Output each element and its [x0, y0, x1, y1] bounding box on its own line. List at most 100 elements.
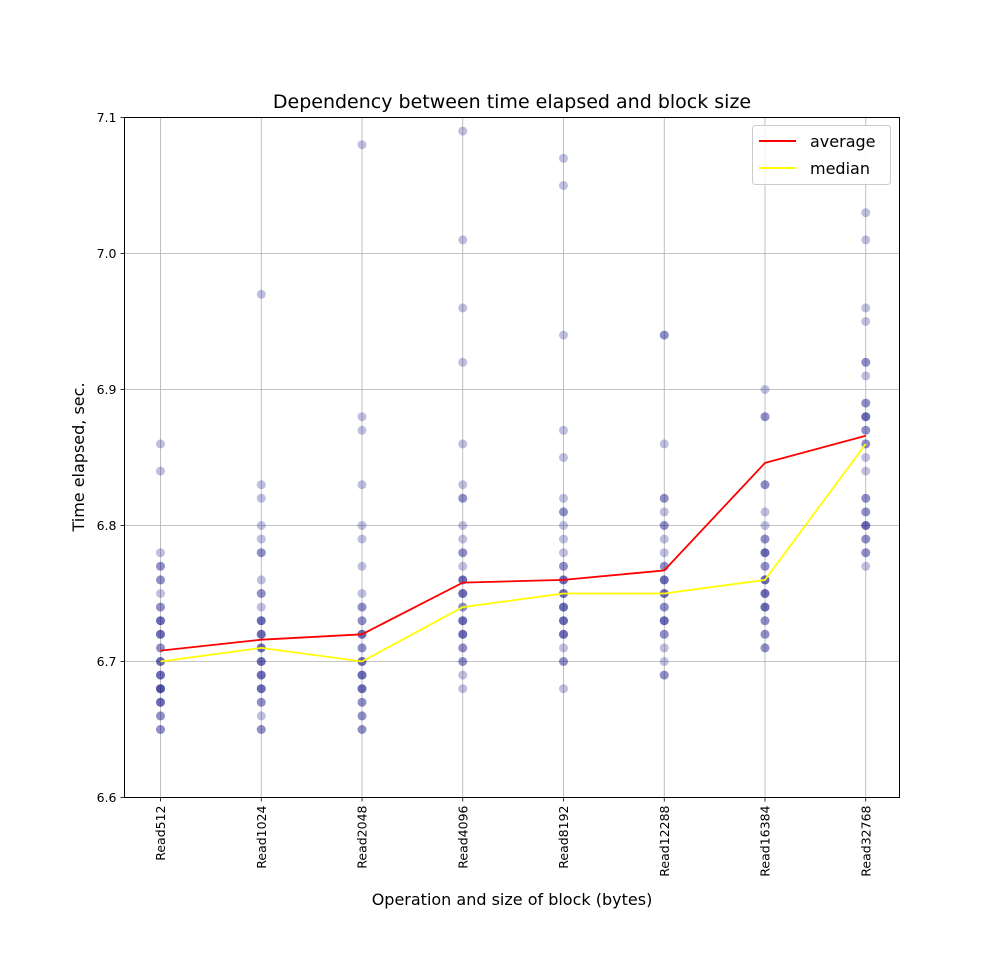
scatter-point — [861, 493, 871, 503]
scatter-point — [458, 493, 468, 503]
scatter-point — [659, 629, 669, 639]
x-tick-label: Read16384 — [758, 805, 773, 876]
scatter-point — [559, 181, 568, 190]
scatter-point — [156, 439, 165, 449]
scatter-point — [156, 616, 165, 626]
scatter-point — [256, 575, 266, 585]
scatter-point — [760, 412, 770, 422]
scatter-point — [559, 425, 568, 435]
scatter-point — [659, 602, 669, 612]
scatter-point — [156, 629, 165, 639]
scatter-point — [357, 670, 367, 680]
scatter-point — [156, 725, 165, 734]
scatter-point — [559, 330, 568, 340]
scatter-point — [458, 670, 468, 680]
y-tick-label: 6.7 — [97, 654, 117, 669]
scatter-point — [156, 697, 165, 707]
scatter-point — [760, 521, 770, 530]
scatter-point — [659, 575, 669, 585]
scatter-point — [458, 548, 468, 558]
scatter-point — [659, 575, 669, 585]
scatter-point — [256, 480, 266, 490]
scatter-point — [357, 725, 367, 734]
scatter-point — [559, 493, 568, 503]
scatter-point — [760, 616, 770, 626]
scatter-point — [357, 697, 367, 707]
scatter-point — [861, 357, 871, 367]
scatter-point — [256, 725, 266, 734]
scatter-point — [256, 670, 266, 680]
scatter-point — [256, 616, 266, 626]
scatter-point — [760, 412, 770, 422]
y-tick-label: 7.0 — [97, 246, 117, 261]
scatter-point — [458, 493, 468, 503]
scatter-point — [760, 548, 770, 558]
scatter-point — [760, 561, 770, 571]
scatter-point — [861, 208, 871, 218]
scatter-point — [559, 643, 568, 653]
scatter-point — [659, 548, 669, 558]
scatter-point — [458, 616, 468, 626]
scatter-point — [357, 643, 367, 653]
scatter-point — [458, 643, 468, 653]
scatter-point — [458, 616, 468, 626]
x-tick-label: Read4096 — [455, 805, 470, 868]
scatter-point — [458, 589, 468, 598]
series-line-average — [160, 434, 867, 652]
scatter-point — [659, 643, 669, 653]
scatter-point — [458, 534, 468, 544]
scatter-point — [357, 140, 367, 150]
scatter-point — [156, 711, 165, 721]
scatter-point — [659, 439, 669, 449]
scatter-point — [659, 616, 669, 626]
scatter-point — [659, 657, 669, 666]
scatter-point — [357, 616, 367, 626]
scatter-point — [156, 589, 165, 598]
scatter-point — [861, 425, 871, 435]
scatter-point — [256, 493, 266, 503]
scatter-point — [861, 493, 871, 503]
scatter-point — [760, 385, 770, 394]
scatter-point — [357, 697, 367, 707]
scatter-point — [861, 412, 871, 422]
y-tick-label: 6.8 — [97, 518, 117, 533]
scatter-point — [256, 684, 266, 694]
scatter-point — [256, 616, 266, 626]
x-tick-label: Read512 — [153, 806, 168, 861]
x-tick-label: Read2048 — [355, 805, 370, 868]
x-tick-label: Read12288 — [657, 805, 672, 876]
scatter-point — [256, 657, 266, 666]
scatter-point — [156, 684, 165, 694]
scatter-point — [861, 548, 871, 558]
scatter-point — [458, 521, 468, 530]
scatter-point — [760, 629, 770, 639]
scatter-point — [156, 711, 165, 721]
y-tick-label: 7.1 — [97, 110, 117, 125]
series-lines — [160, 434, 867, 663]
scatter-point — [559, 602, 568, 612]
scatter-point — [156, 697, 165, 707]
scatter-point — [861, 425, 871, 435]
scatter-point — [760, 534, 770, 544]
scatter-point — [458, 357, 468, 367]
y-tick-label: 6.9 — [97, 382, 117, 397]
scatter-point — [156, 575, 165, 585]
scatter-point — [559, 629, 568, 639]
scatter-point — [861, 561, 871, 571]
scatter-point — [458, 589, 468, 598]
scatter-point — [559, 616, 568, 626]
scatter-point — [458, 548, 468, 558]
scatter-point — [156, 466, 165, 476]
scatter-point — [760, 589, 770, 598]
scatter-point — [559, 521, 568, 530]
scatter-point — [861, 453, 871, 462]
scatter-point — [357, 521, 367, 530]
scatter-point — [559, 616, 568, 626]
scatter-point — [357, 711, 367, 721]
scatter-point — [659, 629, 669, 639]
scatter-point — [659, 602, 669, 612]
x-axis-ticks: Read512 Read1024 Read2048 Read4096 Read8192 R… — [153, 797, 873, 877]
scatter-point — [861, 371, 871, 381]
scatter-point — [458, 629, 468, 639]
scatter-point — [559, 629, 568, 639]
